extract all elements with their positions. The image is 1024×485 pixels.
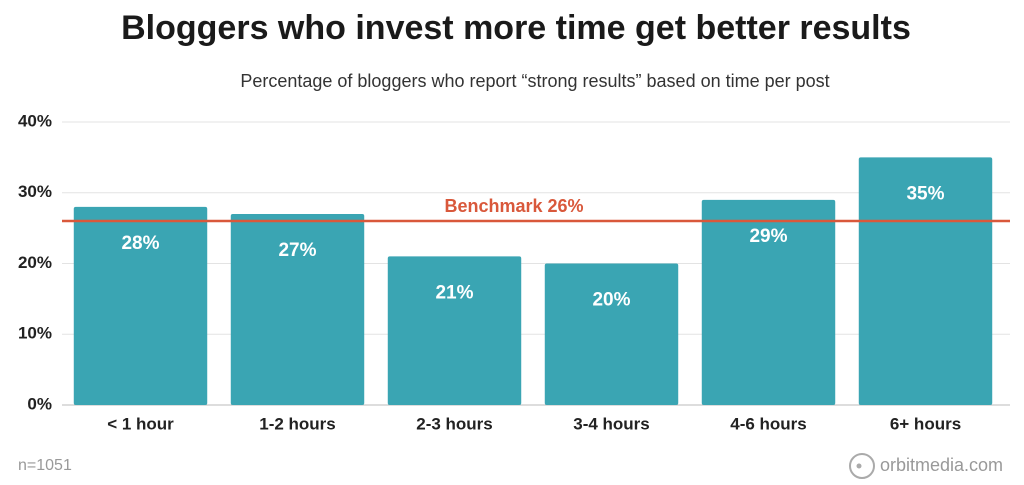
x-tick-label: 1-2 hours (259, 414, 336, 433)
value-label: 35% (906, 183, 944, 204)
chart-subtitle: Percentage of bloggers who report “stron… (240, 71, 829, 91)
x-tick-label: < 1 hour (107, 414, 174, 433)
bar (544, 263, 679, 405)
bar (73, 206, 208, 405)
y-tick-label: 10% (18, 324, 52, 343)
source-logo-dot (856, 463, 862, 469)
x-tick-label: 6+ hours (890, 414, 961, 433)
x-tick-label: 3-4 hours (573, 414, 650, 433)
bar (858, 157, 993, 405)
y-tick-label: 0% (27, 394, 52, 413)
source-logo (849, 453, 875, 479)
x-tick-label: 2-3 hours (416, 414, 493, 433)
x-tick-label: 4-6 hours (730, 414, 807, 433)
bar (387, 256, 522, 405)
sample-note: n=1051 (18, 457, 72, 474)
value-label: 28% (121, 233, 159, 254)
chart-title: Bloggers who invest more time get better… (121, 9, 911, 47)
y-tick-label: 40% (18, 111, 52, 130)
bar (230, 213, 365, 405)
source: orbitmedia.com (880, 455, 1003, 475)
value-label: 21% (435, 282, 473, 303)
benchmark-label: Benchmark 26% (444, 196, 583, 216)
y-tick-label: 20% (18, 253, 52, 272)
y-tick-label: 30% (18, 182, 52, 201)
value-label: 27% (278, 240, 316, 261)
value-label: 20% (592, 290, 630, 311)
value-label: 29% (749, 226, 787, 247)
bar (701, 199, 836, 405)
